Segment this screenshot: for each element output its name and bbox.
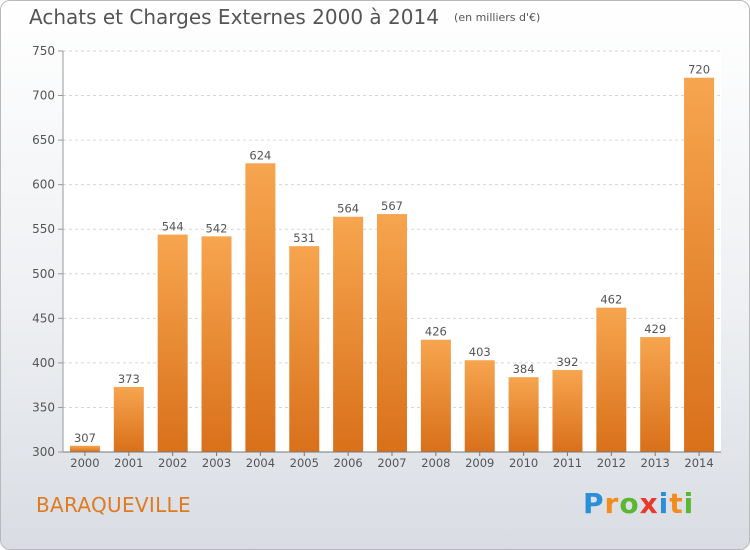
x-tick-label: 2010 [509, 456, 538, 470]
value-label: 403 [469, 345, 491, 359]
location-name: BARAQUEVILLE [36, 493, 191, 517]
bar-2006 [333, 216, 364, 452]
y-tick-label: 550 [32, 222, 55, 236]
chart-unit: (en milliers d'€) [454, 11, 541, 24]
value-label: 373 [118, 372, 140, 386]
bar-2013 [640, 337, 671, 452]
bar-2004 [245, 163, 276, 452]
y-tick-label: 350 [32, 400, 55, 414]
brand-letter: P [583, 487, 605, 520]
bars [69, 77, 715, 452]
title-row: Achats et Charges Externes 2000 à 2014 (… [29, 5, 540, 29]
brand-letter: o [619, 487, 640, 520]
x-tick-label: 2006 [333, 456, 362, 470]
data-labels: 307 373 544 542 624 531 564 567 426 403 384 392 462 4… [74, 63, 710, 445]
y-axis-ticks: 300 350 400 450 500 550 600 650 700 750 [32, 44, 63, 459]
x-tick-label: 2011 [553, 456, 582, 470]
brand-letter: x [639, 487, 659, 520]
x-tick-label: 2002 [158, 456, 187, 470]
x-tick-label: 2013 [641, 456, 670, 470]
y-tick-label: 600 [32, 178, 55, 192]
x-axis-ticks: 2000 2001 2002 2003 2004 2005 2006 2007 2008 2009… [70, 452, 714, 470]
bar-2002 [157, 234, 188, 452]
value-label: 542 [206, 221, 228, 235]
y-tick-label: 650 [32, 133, 55, 147]
y-tick-label: 450 [32, 311, 55, 325]
bar-2014 [684, 77, 715, 452]
value-label: 564 [337, 202, 359, 216]
value-label: 544 [162, 220, 184, 234]
value-label: 531 [293, 231, 315, 245]
value-label: 429 [644, 322, 666, 336]
value-label: 384 [513, 362, 535, 376]
x-tick-label: 2001 [114, 456, 143, 470]
value-label: 426 [425, 325, 447, 339]
bar-2007 [377, 214, 407, 452]
value-label: 720 [688, 63, 710, 77]
x-tick-label: 2004 [246, 456, 275, 470]
chart-title: Achats et Charges Externes 2000 à 2014 [29, 5, 439, 29]
brand-letter: i [683, 487, 695, 520]
brand-letter: r [604, 487, 620, 520]
bar-2008 [420, 339, 451, 452]
value-label: 567 [381, 199, 403, 213]
bar-2012 [596, 307, 627, 452]
bar-2009 [464, 360, 495, 452]
brand-letter: i [658, 487, 670, 520]
bar-2000 [69, 445, 100, 452]
y-tick-label: 700 [32, 89, 55, 103]
value-label: 462 [600, 293, 622, 307]
value-label: 624 [249, 148, 271, 162]
value-label: 392 [556, 355, 578, 369]
x-tick-label: 2007 [377, 456, 406, 470]
x-tick-label: 2003 [202, 456, 231, 470]
x-tick-label: 2009 [465, 456, 494, 470]
y-tick-label: 300 [32, 445, 55, 459]
x-tick-label: 2000 [70, 456, 99, 470]
x-tick-label: 2014 [684, 456, 713, 470]
bar-2003 [201, 236, 232, 452]
brand-letter: t [669, 487, 684, 520]
y-tick-label: 750 [32, 44, 55, 58]
value-label: 307 [74, 431, 96, 445]
x-tick-label: 2012 [597, 456, 626, 470]
bar-2011 [552, 370, 583, 452]
bar-2005 [289, 246, 320, 452]
brand-logo: Proxiti [583, 487, 694, 520]
y-tick-label: 400 [32, 356, 55, 370]
y-tick-label: 500 [32, 267, 55, 281]
bar-2001 [113, 386, 144, 452]
bar-2010 [508, 377, 539, 452]
x-tick-label: 2005 [290, 456, 319, 470]
x-tick-label: 2008 [421, 456, 450, 470]
